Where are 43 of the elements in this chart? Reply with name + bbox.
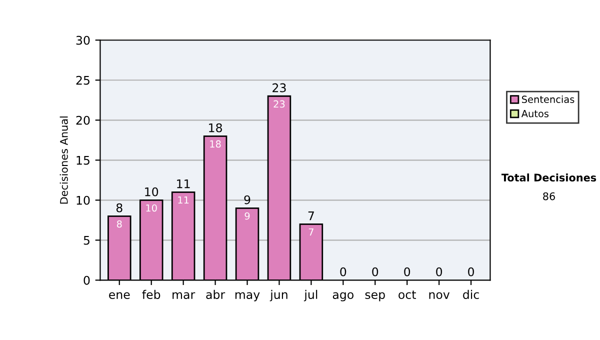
total-label: 23 [272,83,286,92]
y-tick-label: 15 [76,156,90,165]
data-label: 18 [210,140,221,148]
y-tick-label: 10 [76,196,90,205]
data-label: 11 [178,196,189,204]
legend-label: Autos [521,110,549,118]
total-label: 7 [308,211,314,220]
x-tick-label: mar [172,292,196,300]
x-tick-label: oct [398,290,416,300]
total-label: 0 [404,267,410,276]
y-tick-label: 30 [76,36,90,45]
x-tick-label: sep [365,292,385,302]
total-label: 0 [436,267,442,276]
y-tick-label: 25 [76,76,90,85]
total-label: 8 [116,203,122,212]
total-label: 11 [177,179,190,188]
total-label: 0 [340,267,346,276]
data-label: 10 [146,204,157,212]
x-tick-label: jun [270,290,288,302]
x-tick-label: may [235,292,260,302]
x-tick-label: dic [463,290,479,300]
y-tick-label: 0 [84,276,90,285]
total-label: 18 [209,123,222,132]
x-tick-label: nov [429,292,450,300]
total-label: 9 [244,195,250,204]
y-tick-label: 20 [76,116,90,125]
text: 86 [543,192,555,200]
x-tick-label: feb [142,290,160,300]
y-tick-label: 5 [84,236,90,245]
legend-label: Sentencias [522,95,574,104]
total-label: 10 [145,187,158,196]
x-tick-label: abr [206,290,226,300]
data-label: 8 [116,220,122,228]
y-axis-title: Decisiones Anual [60,116,68,204]
total-label: 0 [372,267,378,276]
data-label: 7 [308,228,314,236]
data-label: 9 [244,212,250,220]
total-label: 0 [468,267,474,276]
x-tick-label: ene [109,292,130,300]
x-tick-label: jul [304,290,318,302]
x-tick-label: ago [332,292,354,302]
data-label: 23 [274,100,285,108]
text: Total Decisiones [501,173,596,182]
